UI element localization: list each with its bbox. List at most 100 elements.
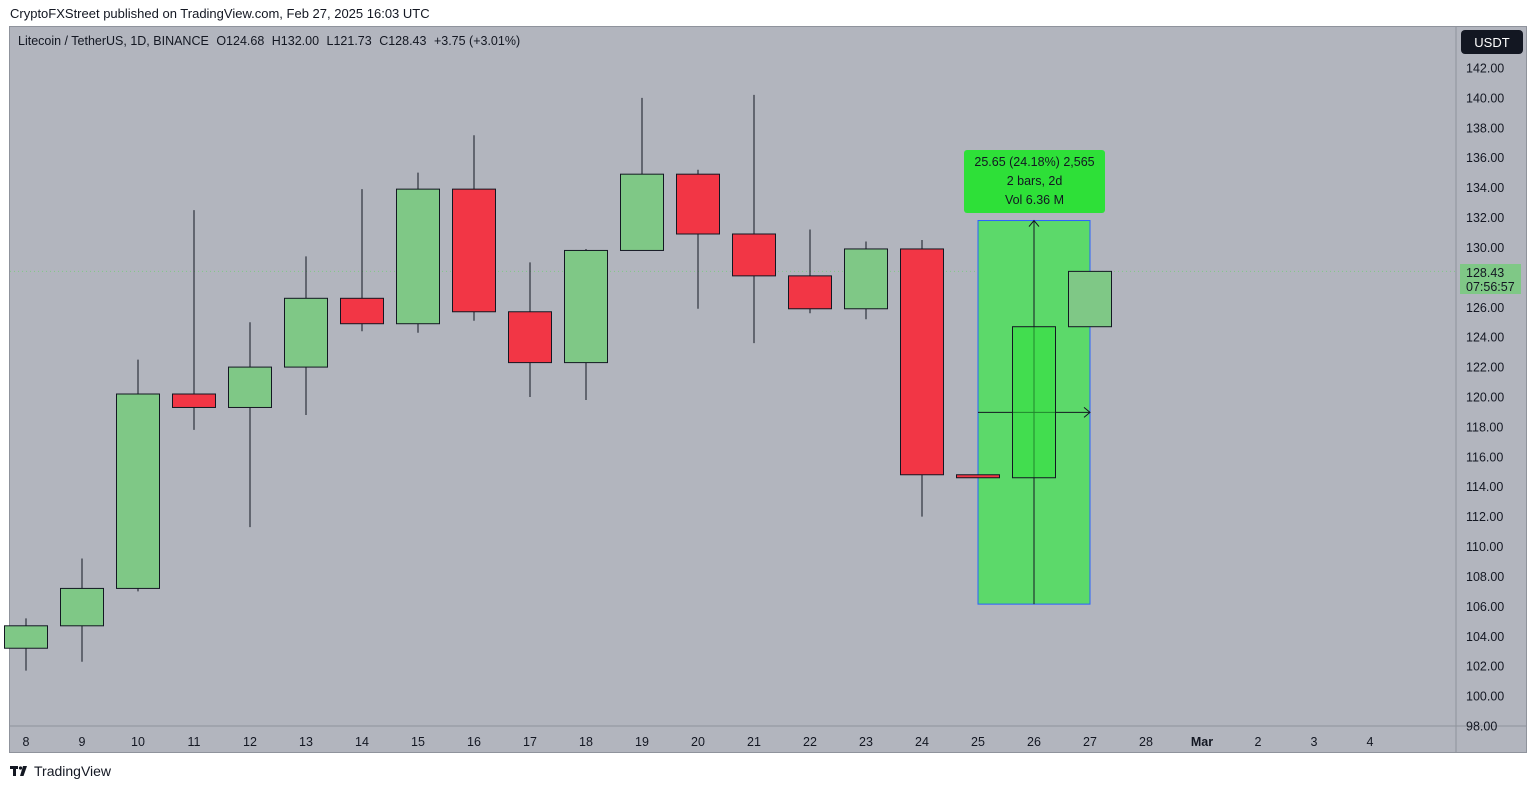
y-tick-label: 122.00 xyxy=(1466,361,1504,375)
y-tick-label: 118.00 xyxy=(1466,420,1503,434)
symbol-legend: Litecoin / TetherUS, 1D, BINANCE O124.68… xyxy=(18,34,524,48)
y-tick-label: 106.00 xyxy=(1466,600,1504,614)
x-tick-label: 17 xyxy=(523,735,537,749)
legend-symbol: Litecoin / TetherUS, 1D, BINANCE xyxy=(18,34,209,48)
x-tick-label: 10 xyxy=(131,735,145,749)
candle-22 xyxy=(788,229,832,314)
candle-26 xyxy=(1012,220,1056,604)
candle-19 xyxy=(620,97,664,251)
candle-body-up xyxy=(1068,270,1112,328)
candle-15 xyxy=(396,172,440,333)
x-tick-label: 20 xyxy=(691,735,705,749)
candle-20 xyxy=(676,169,720,309)
measure-arrow-head-right xyxy=(1083,406,1091,418)
y-tick-label: 136.00 xyxy=(1466,151,1504,165)
candle-9 xyxy=(60,558,104,662)
x-tick-label: 22 xyxy=(803,735,817,749)
y-tick-label: 108.00 xyxy=(1466,570,1504,584)
x-tick-label: 8 xyxy=(23,735,30,749)
y-tick-label: 134.00 xyxy=(1466,181,1504,195)
y-tick-label: 112.00 xyxy=(1466,510,1503,524)
candle-body-up xyxy=(228,366,272,408)
candle-body-down xyxy=(508,311,552,364)
x-tick-label: 12 xyxy=(243,735,257,749)
y-tick-label: 98.00 xyxy=(1466,720,1497,734)
y-tick-label: 102.00 xyxy=(1466,660,1504,674)
measure-bars: 2 bars, 2d xyxy=(1006,174,1063,188)
last-price: 128.43 xyxy=(1466,266,1505,280)
candle-16 xyxy=(452,135,496,321)
y-tick-label: 124.00 xyxy=(1466,331,1504,345)
candle-24 xyxy=(900,239,944,517)
candle-body-up xyxy=(844,248,888,310)
candle-body-up xyxy=(60,587,104,627)
x-tick-label: 16 xyxy=(467,735,481,749)
x-tick-label: 9 xyxy=(79,735,86,749)
candle-13 xyxy=(284,256,328,415)
candle-27 xyxy=(1068,270,1112,328)
candle-17 xyxy=(508,262,552,397)
y-tick-label: 126.00 xyxy=(1466,301,1504,315)
candle-body-up xyxy=(116,393,160,589)
tradingview-logo[interactable]: TradingView xyxy=(10,763,111,779)
candle-body-up xyxy=(1012,326,1056,479)
x-tick-label: 15 xyxy=(411,735,425,749)
candle-body-down xyxy=(452,188,496,313)
y-tick-label: 132.00 xyxy=(1466,211,1504,225)
candle-body-up xyxy=(564,249,608,364)
candle-body-down xyxy=(340,297,384,325)
published-header: CryptoFXStreet published on TradingView.… xyxy=(10,6,430,21)
candle-layer xyxy=(4,94,1112,671)
bar-countdown: 07:56:57 xyxy=(1466,280,1515,294)
y-tick-label: 104.00 xyxy=(1466,630,1504,644)
candle-body-up xyxy=(284,297,328,368)
x-tick-label: 26 xyxy=(1027,735,1041,749)
candle-21 xyxy=(732,94,776,344)
y-tick-label: 100.00 xyxy=(1466,690,1504,704)
x-tick-label: Mar xyxy=(1191,735,1213,749)
y-tick-label: 120.00 xyxy=(1466,391,1504,405)
candle-body-up xyxy=(4,625,48,649)
measure-volume: Vol 6.36 M xyxy=(1004,193,1065,207)
candle-body-up xyxy=(620,173,664,251)
axis-layer: 98.00 100.00 102.00 104.00 106.00 108.00 110.0… xyxy=(10,27,1526,752)
candle-10 xyxy=(116,359,160,592)
x-tick-label: 18 xyxy=(579,735,593,749)
candle-11 xyxy=(172,210,216,430)
x-tick-label: 23 xyxy=(859,735,873,749)
candle-body-down xyxy=(956,474,1000,479)
legend-low: L121.73 xyxy=(326,34,372,48)
x-tick-label: 19 xyxy=(635,735,649,749)
candle-body-down xyxy=(676,173,720,235)
x-tick-label: 27 xyxy=(1083,735,1097,749)
currency-button[interactable]: USDT xyxy=(1461,30,1523,54)
x-tick-label: 4 xyxy=(1367,735,1374,749)
candle-23 xyxy=(844,241,888,320)
measure-change: 25.65 (24.18%) 2,565 xyxy=(974,155,1095,169)
candle-25 xyxy=(956,474,1000,479)
x-tick-label: 3 xyxy=(1311,735,1318,749)
candle-18 xyxy=(564,248,608,400)
candle-body-down xyxy=(788,275,832,310)
y-tick-label: 114.00 xyxy=(1466,480,1503,494)
y-tick-label: 142.00 xyxy=(1466,62,1504,76)
y-tick-label: 140.00 xyxy=(1466,91,1504,105)
x-tick-label: 21 xyxy=(747,735,761,749)
last-price-tag: 128.43 07:56:57 xyxy=(1460,264,1521,294)
candle-body-down xyxy=(172,393,216,408)
measure-label: 25.65 (24.18%) 2,565 2 bars, 2d Vol 6.36… xyxy=(964,150,1105,213)
candle-body-down xyxy=(900,248,944,476)
x-tick-label: 2 xyxy=(1255,735,1262,749)
x-tick-label: 24 xyxy=(915,735,929,749)
candle-8 xyxy=(4,618,48,671)
legend-close: C128.43 xyxy=(379,34,427,48)
candle-body-up xyxy=(396,188,440,325)
x-tick-label: 25 xyxy=(971,735,985,749)
legend-change: +3.75 (+3.01%) xyxy=(433,34,521,48)
x-tick-label: 14 xyxy=(355,735,369,749)
y-tick-label: 110.00 xyxy=(1466,540,1503,554)
tradingview-icon xyxy=(10,766,27,776)
x-tick-label: 13 xyxy=(299,735,313,749)
x-tick-label: 28 xyxy=(1139,735,1153,749)
